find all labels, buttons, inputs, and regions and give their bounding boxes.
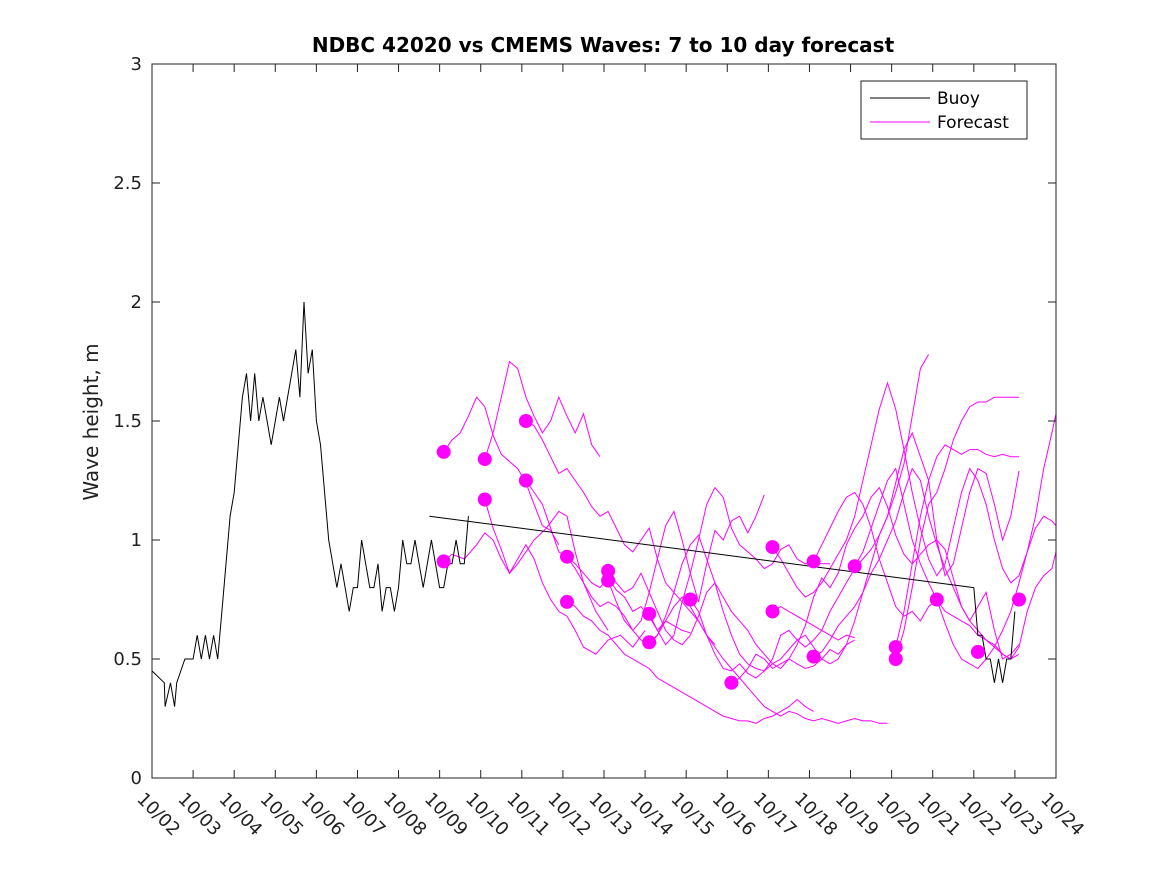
forecast-start-marker-16: [765, 604, 780, 619]
forecast-start-marker-21: [888, 652, 903, 666]
forecast-line-3: [484, 360, 601, 460]
series-layer: [151, 301, 1057, 724]
buoy-line-segment-2: [429, 515, 974, 589]
forecast-start-marker-9: [601, 563, 616, 578]
forecast-line-14: [731, 486, 1020, 684]
forecast-start-marker-15: [765, 540, 780, 555]
forecast-start-marker-6: [518, 473, 533, 488]
forecast-start-marker-20: [888, 640, 903, 655]
forecast-line-11: [648, 486, 830, 646]
forecast-start-marker-17: [806, 554, 821, 569]
buoy-line-segment-3: [973, 587, 1016, 683]
legend: Buoy Forecast: [860, 80, 1028, 140]
y-tick-label-5: 2.5: [113, 173, 142, 194]
y-tick-label-6: 3: [131, 54, 142, 75]
y-tick-label-0: 0: [131, 768, 142, 789]
buoy-line-segment-1: [151, 301, 469, 707]
forecast-start-marker-11: [642, 606, 657, 621]
y-tick-label-3: 1.5: [113, 411, 142, 432]
forecast-start-marker-7: [560, 549, 574, 564]
forecast-line-20: [895, 444, 1019, 648]
forecast-line-1: [443, 396, 560, 546]
forecast-start-marker-23: [970, 644, 985, 659]
y-tick-label-4: 2: [131, 292, 142, 313]
forecast-start-marker-22: [929, 592, 944, 607]
forecast-line-2: [443, 510, 609, 631]
forecast-line-21: [895, 396, 1019, 660]
y-tick-label-2: 1: [131, 530, 142, 551]
forecast-start-marker-2: [436, 554, 451, 569]
forecast-start-marker-13: [683, 592, 698, 607]
forecast-start-marker-14: [724, 675, 739, 690]
forecast-start-marker-4: [477, 492, 492, 507]
forecast-line-16: [772, 606, 855, 641]
forecast-start-marker-18: [806, 649, 821, 664]
forecast-start-marker-12: [642, 635, 657, 650]
legend-forecast-label: Forecast: [937, 113, 1009, 133]
forecast-line-4: [484, 499, 646, 655]
forecast-start-marker-24: [1012, 592, 1026, 607]
forecast-start-marker-10: [601, 573, 616, 588]
forecast-start-marker-3: [477, 452, 492, 467]
forecast-start-marker-19: [847, 559, 862, 574]
forecast-line-7: [566, 556, 716, 646]
forecast-start-marker-8: [560, 594, 574, 609]
forecast-start-marker-5: [518, 414, 533, 428]
forecast-line-10: [607, 494, 765, 632]
y-axis-label: Wave height, m: [79, 343, 103, 500]
forecast-start-marker-1: [436, 444, 451, 459]
chart-title: NDBC 42020 vs CMEMS Waves: 7 to 10 day f…: [312, 33, 895, 57]
y-tick-label-1: 0.5: [113, 649, 142, 670]
forecast-line-18: [813, 467, 1057, 660]
legend-box: [860, 80, 1028, 140]
legend-buoy-label: Buoy: [937, 89, 980, 109]
forecast-line-15: [772, 381, 1057, 598]
forecast-line-8: [566, 601, 814, 724]
